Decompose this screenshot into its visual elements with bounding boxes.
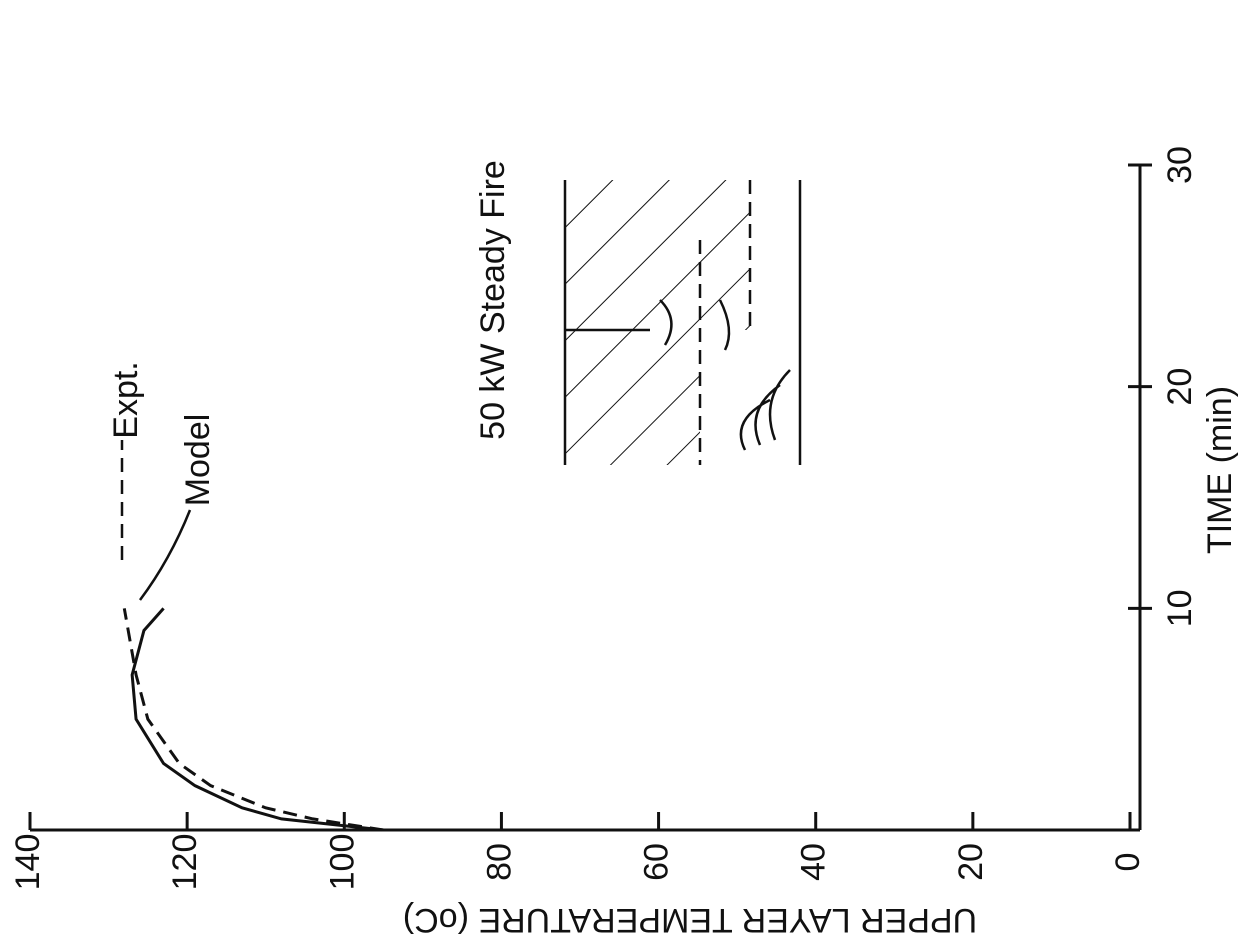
leader bbox=[138, 509, 192, 601]
y-tick-label: 100 bbox=[323, 834, 361, 891]
series-line bbox=[130, 607, 384, 832]
series-label: Expt. bbox=[107, 361, 145, 438]
annotation: 50 kW Steady Fire bbox=[474, 160, 512, 440]
fire-plume bbox=[739, 369, 791, 451]
x-tick-label: 20 bbox=[1161, 368, 1199, 406]
x-tick-label: 30 bbox=[1161, 146, 1199, 184]
upper-layer-hatch bbox=[700, 180, 750, 330]
series-label: Model bbox=[179, 414, 217, 507]
y-tick-label: 120 bbox=[166, 834, 204, 891]
room-diagram bbox=[563, 180, 802, 465]
x-tick-label: 10 bbox=[1161, 589, 1199, 627]
y-tick-label: 40 bbox=[795, 843, 833, 881]
flow-arrow bbox=[659, 299, 731, 351]
y-tick-label: 60 bbox=[638, 843, 676, 881]
y-tick-label: 80 bbox=[480, 843, 518, 881]
upper-layer-hatch bbox=[565, 180, 700, 465]
y-tick-label: 0 bbox=[1109, 853, 1147, 872]
y-axis-label: UPPER LAYER TEMPERATURE (oC) bbox=[403, 901, 977, 939]
series-line bbox=[122, 608, 384, 832]
x-axis-label: TIME (min) bbox=[1201, 386, 1239, 554]
y-tick-label: 140 bbox=[9, 834, 47, 891]
y-tick-label: 20 bbox=[952, 843, 990, 881]
door-gap bbox=[700, 330, 750, 430]
